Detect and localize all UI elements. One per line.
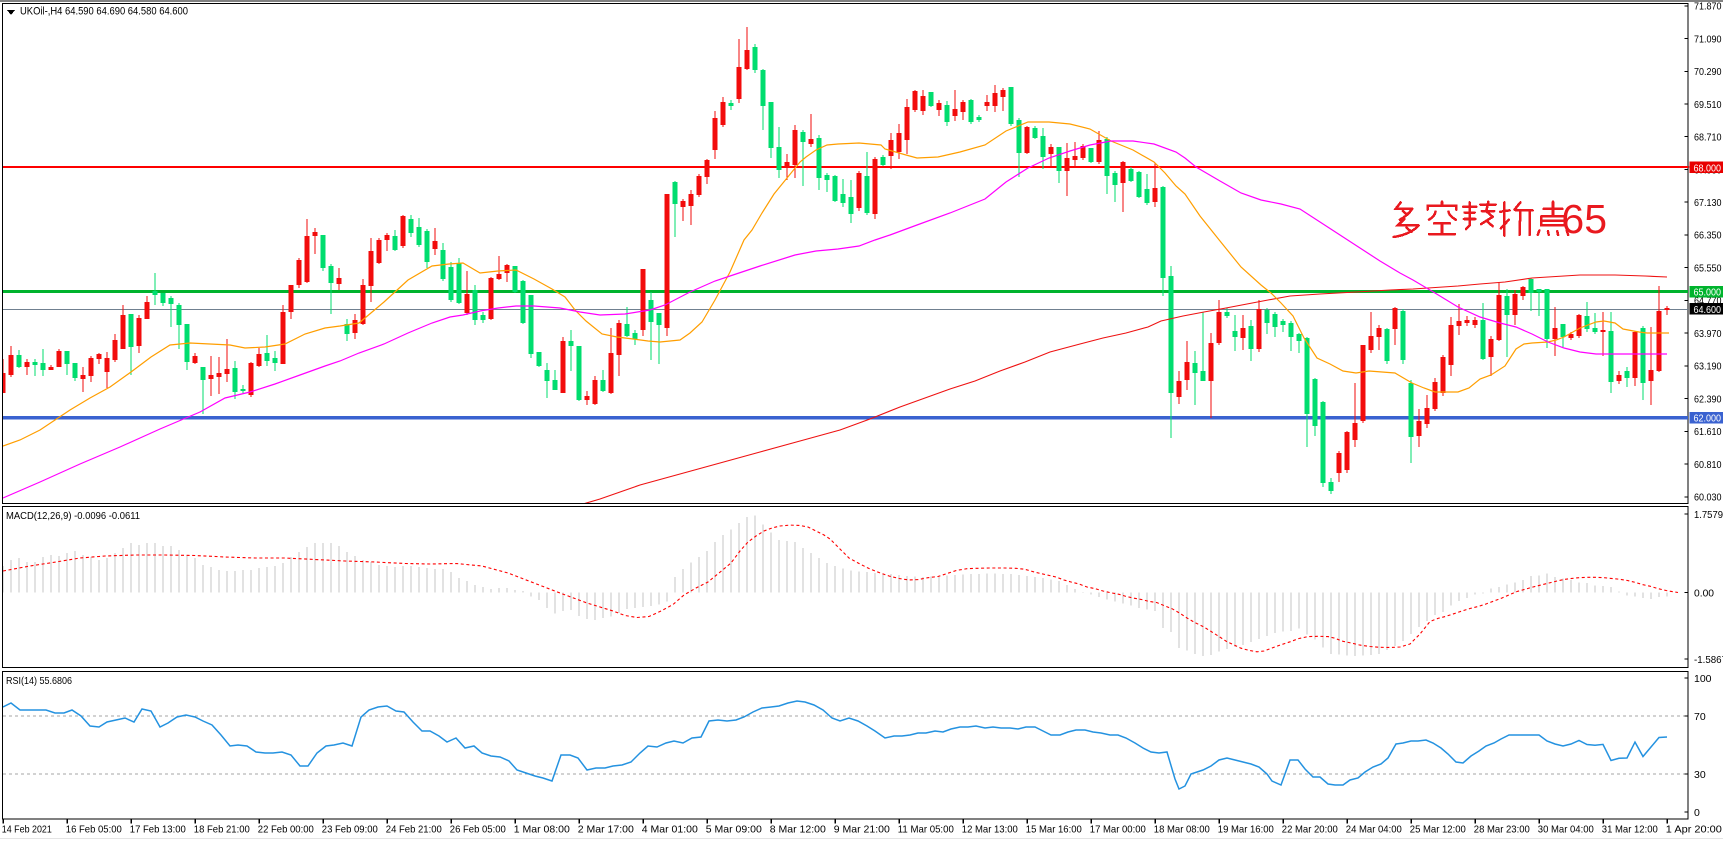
svg-text:11 Mar 05:00: 11 Mar 05:00	[898, 824, 954, 836]
svg-text:30 Mar 04:00: 30 Mar 04:00	[1538, 824, 1594, 836]
svg-text:0.00: 0.00	[1694, 587, 1714, 599]
svg-text:1 Mar 08:00: 1 Mar 08:00	[514, 824, 570, 836]
svg-text:70: 70	[1694, 711, 1706, 723]
svg-text:28 Mar 23:00: 28 Mar 23:00	[1474, 824, 1530, 836]
svg-text:22 Feb 00:00: 22 Feb 00:00	[258, 824, 314, 836]
svg-text:60.030: 60.030	[1694, 492, 1722, 504]
svg-text:62.390: 62.390	[1694, 393, 1722, 405]
svg-text:24 Mar 04:00: 24 Mar 04:00	[1346, 824, 1402, 836]
svg-text:5 Mar 09:00: 5 Mar 09:00	[706, 824, 762, 836]
svg-text:MACD(12,26,9) -0.0096 -0.0611: MACD(12,26,9) -0.0096 -0.0611	[6, 510, 140, 522]
svg-text:-1.5867: -1.5867	[1694, 654, 1723, 666]
svg-text:1 Apr 20:00: 1 Apr 20:00	[1666, 824, 1722, 836]
svg-text:18 Mar 08:00: 18 Mar 08:00	[1154, 824, 1210, 836]
svg-text:60.810: 60.810	[1694, 459, 1722, 471]
svg-text:67.130: 67.130	[1694, 197, 1722, 209]
svg-text:68.000: 68.000	[1694, 162, 1722, 174]
svg-text:15 Mar 16:00: 15 Mar 16:00	[1026, 824, 1082, 836]
svg-text:71.090: 71.090	[1694, 33, 1722, 45]
svg-text:100: 100	[1694, 673, 1712, 685]
svg-text:61.610: 61.610	[1694, 426, 1722, 438]
svg-text:64.600: 64.600	[1694, 304, 1722, 316]
svg-text:22 Mar 20:00: 22 Mar 20:00	[1282, 824, 1338, 836]
svg-text:65.550: 65.550	[1694, 263, 1722, 275]
svg-text:12 Mar 13:00: 12 Mar 13:00	[962, 824, 1018, 836]
svg-text:0: 0	[1694, 807, 1700, 819]
svg-text:16 Feb 05:00: 16 Feb 05:00	[66, 824, 122, 836]
svg-text:68.710: 68.710	[1694, 132, 1722, 144]
svg-text:30: 30	[1694, 769, 1706, 781]
svg-text:65: 65	[1561, 196, 1607, 242]
svg-text:31 Mar 12:00: 31 Mar 12:00	[1602, 824, 1658, 836]
svg-text:17 Mar 00:00: 17 Mar 00:00	[1090, 824, 1146, 836]
svg-text:RSI(14) 55.6806: RSI(14) 55.6806	[6, 675, 72, 687]
svg-text:26 Feb 05:00: 26 Feb 05:00	[450, 824, 506, 836]
svg-text:17 Feb 13:00: 17 Feb 13:00	[130, 824, 186, 836]
svg-text:24 Feb 21:00: 24 Feb 21:00	[386, 824, 442, 836]
svg-text:18 Feb 21:00: 18 Feb 21:00	[194, 824, 250, 836]
svg-text:25 Mar 12:00: 25 Mar 12:00	[1410, 824, 1466, 836]
svg-text:69.510: 69.510	[1694, 99, 1722, 111]
svg-text:8 Mar 12:00: 8 Mar 12:00	[770, 824, 826, 836]
svg-text:9 Mar 21:00: 9 Mar 21:00	[834, 824, 890, 836]
svg-text:23 Feb 09:00: 23 Feb 09:00	[322, 824, 378, 836]
svg-text:4 Mar 01:00: 4 Mar 01:00	[642, 824, 698, 836]
svg-text:66.350: 66.350	[1694, 230, 1722, 242]
svg-text:19 Mar 16:00: 19 Mar 16:00	[1218, 824, 1274, 836]
svg-text:63.970: 63.970	[1694, 328, 1722, 340]
svg-text:65.000: 65.000	[1694, 287, 1722, 299]
svg-text:70.290: 70.290	[1694, 66, 1722, 78]
svg-text:14 Feb 2021: 14 Feb 2021	[2, 824, 52, 836]
svg-text:UKOil-,H4 64.590 64.690 64.58: UKOil-,H4 64.590 64.690 64.580 64.600	[20, 6, 188, 18]
svg-text:71.870: 71.870	[1694, 1, 1722, 13]
svg-text:63.190: 63.190	[1694, 361, 1722, 373]
svg-text:1.7579: 1.7579	[1694, 509, 1723, 521]
svg-text:62.000: 62.000	[1694, 413, 1722, 425]
svg-text:2 Mar 17:00: 2 Mar 17:00	[578, 824, 634, 836]
